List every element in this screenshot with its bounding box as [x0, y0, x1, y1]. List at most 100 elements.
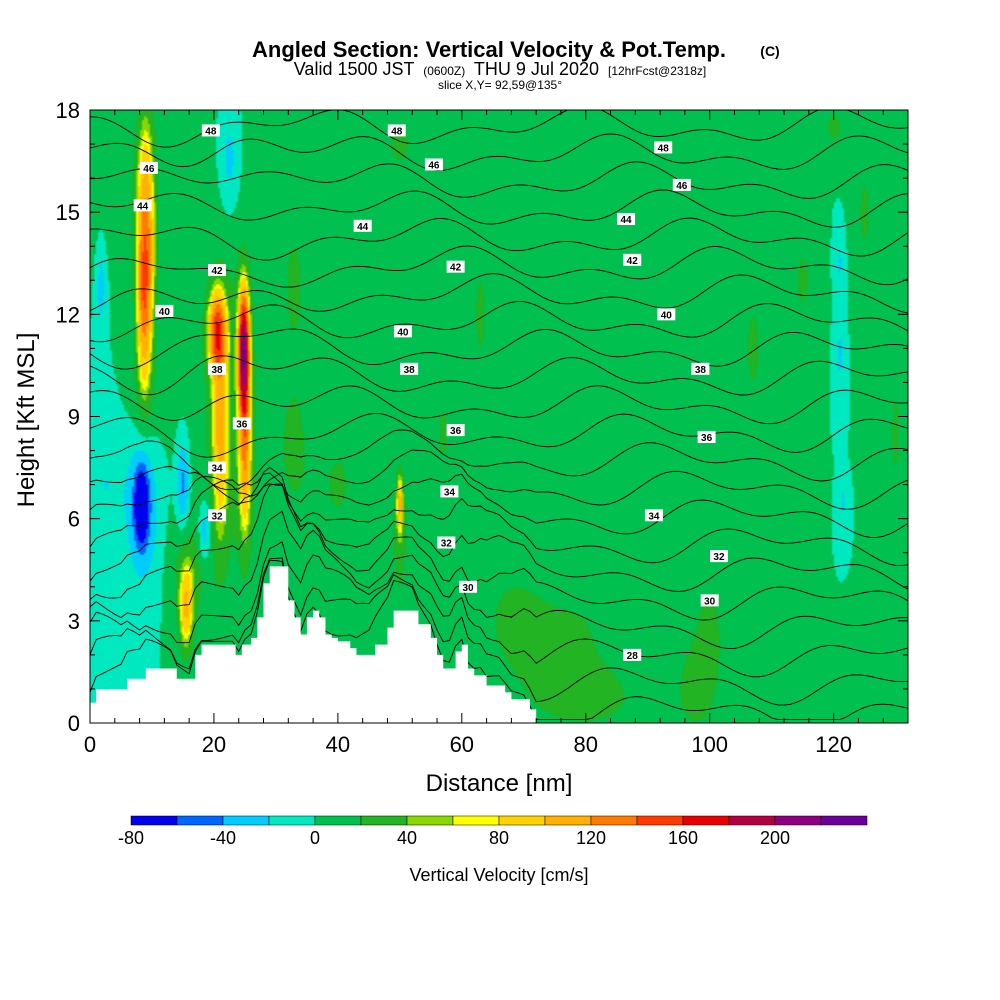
colorbar-cell — [820, 815, 868, 826]
theta-label-bg — [459, 580, 478, 593]
vertical-velocity-field — [90, 110, 908, 723]
isentrope-37 — [90, 429, 908, 491]
theta-label: 34 — [208, 461, 227, 475]
x-tick-label: 40 — [326, 732, 350, 757]
theta-label-text: 42 — [450, 263, 462, 274]
colorbar-cell — [452, 815, 500, 826]
theta-label-text: 46 — [676, 181, 688, 192]
colorbar-cell — [636, 815, 684, 826]
theta-label: 44 — [617, 212, 636, 226]
theta-label-bg — [617, 212, 636, 225]
theta-label: 44 — [133, 199, 152, 212]
isentrope-43 — [90, 273, 908, 314]
theta-label-bg — [387, 124, 406, 137]
chart-slice-info: slice X,Y= 92,59@135° — [438, 78, 562, 92]
theta-label: 42 — [446, 260, 465, 274]
theta-label-bg — [208, 264, 227, 277]
theta-label-bg — [644, 509, 663, 522]
y-minor-ticks — [90, 143, 908, 690]
colorbar-cell — [774, 815, 822, 826]
colorbar-tick-label: 80 — [489, 828, 509, 848]
colorbar-cell — [498, 815, 546, 826]
isentrope-49 — [90, 110, 908, 148]
theta-label: 38 — [400, 362, 419, 376]
isentrope-46 — [90, 189, 908, 228]
theta-label-bg — [208, 509, 227, 522]
y-tick-label: 12 — [56, 302, 80, 327]
y-tick-label: 6 — [68, 507, 80, 532]
colorbar-tick-label: 40 — [397, 828, 417, 848]
theta-label-bg — [139, 161, 158, 174]
theta-label-bg — [400, 362, 419, 375]
chart-title-mark: (C) — [760, 43, 779, 59]
theta-label-bg — [208, 461, 227, 474]
isentrope-39 — [90, 385, 908, 425]
y-tick-label: 18 — [56, 98, 80, 123]
theta-label: 46 — [139, 161, 158, 175]
theta-label: 38 — [691, 362, 710, 376]
colorbar-cell — [406, 815, 454, 826]
theta-label-text: 48 — [658, 143, 670, 154]
colorbar-cell — [360, 815, 408, 826]
colorbar-cell — [728, 815, 776, 826]
isentrope-35 — [90, 473, 908, 538]
theta-label-text: 38 — [404, 365, 416, 376]
subtitle-zulu: (0600Z) — [423, 64, 465, 78]
theta-label: 30 — [459, 580, 478, 594]
theta-label-bg — [437, 536, 456, 549]
x-tick-label: 20 — [202, 732, 226, 757]
theta-label: 48 — [387, 124, 406, 137]
theta-label-text: 28 — [627, 651, 639, 662]
x-tick-label: 60 — [450, 732, 474, 757]
theta-label: 38 — [208, 362, 227, 376]
colorbar-tick-label: -80 — [118, 828, 144, 848]
isentrope-38 — [90, 412, 908, 458]
theta-label: 28 — [623, 648, 642, 662]
theta-label-text: 48 — [205, 126, 217, 137]
theta-labels: 48 48 48 46 46 46 44 44 44 42 42 42 40 40 40 38 38 38 36 36… — [133, 124, 728, 662]
theta-label-bg — [208, 362, 227, 375]
isentrope-34 — [90, 472, 908, 567]
colorbar-tick-label: 120 — [576, 828, 606, 848]
theta-label-bg — [657, 308, 676, 321]
theta-label: 46 — [424, 158, 443, 171]
colorbar-cells — [130, 815, 868, 826]
theta-label-text: 36 — [450, 426, 462, 437]
theta-label-bg — [691, 362, 710, 375]
theta-label-text: 44 — [620, 215, 632, 226]
colorbar-cell — [544, 815, 592, 826]
isentrope-44 — [90, 245, 908, 288]
colorbar-cell — [314, 815, 362, 826]
theta-label: 42 — [208, 264, 227, 277]
theta-label-text: 30 — [704, 596, 716, 607]
colorbar-cell — [222, 815, 270, 826]
theta-label-bg — [672, 178, 691, 191]
theta-label: 36 — [232, 417, 251, 430]
x-axis-label: Distance [nm] — [426, 770, 573, 797]
colorbar-ticks: -80 -40 0 40 80 120 160 200 — [118, 828, 790, 848]
colorbar-cell — [176, 815, 224, 826]
theta-label: 40 — [393, 325, 412, 338]
x-tick-label: 120 — [815, 732, 852, 757]
y-tick-label: 3 — [68, 609, 80, 634]
colorbar-tick-label: 200 — [760, 828, 790, 848]
theta-label: 40 — [155, 304, 174, 318]
theta-label-text: 42 — [211, 266, 223, 277]
theta-label-bg — [446, 424, 465, 437]
x-minor-ticks — [114, 110, 909, 723]
colorbar-tick-label: 0 — [310, 828, 320, 848]
colorbar-cell — [682, 815, 730, 826]
colorbar-cell — [130, 815, 178, 826]
theta-label-text: 34 — [211, 464, 223, 475]
theta-label-bg — [709, 550, 728, 563]
theta-label-text: 44 — [357, 222, 369, 233]
theta-label: 34 — [644, 509, 663, 522]
theta-label-bg — [424, 158, 443, 171]
theta-label-text: 48 — [391, 126, 403, 137]
colorbar-cell — [590, 815, 638, 826]
theta-label: 46 — [672, 178, 691, 192]
colorbar-tick-label: -40 — [210, 828, 236, 848]
theta-label: 34 — [440, 485, 459, 498]
